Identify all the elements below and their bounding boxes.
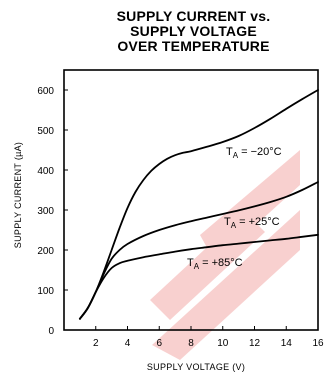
y-tick-label: 100 (37, 286, 54, 297)
x-tick-label: 6 (156, 338, 162, 349)
series-label-minus20c: TA = −20°C (226, 146, 282, 160)
series-label-plus25c: TA = +25°C (224, 216, 280, 230)
y-tick-label: 300 (37, 206, 54, 217)
watermark-stripe (152, 210, 300, 360)
chart-title-line-1: SUPPLY CURRENT vs. (116, 8, 271, 24)
series-line-plus85c (78, 233, 319, 320)
x-tick-label: 14 (281, 338, 293, 349)
chart-title: SUPPLY CURRENT vs. SUPPLY VOLTAGE OVER T… (0, 9, 325, 54)
y-tick-label: 600 (37, 86, 54, 97)
series-label-plus85c: TA = +85°C (187, 257, 243, 271)
x-tick-label: 12 (249, 338, 261, 349)
x-tick-label: 16 (312, 338, 324, 349)
y-tick-label: 400 (37, 166, 54, 177)
x-tick-label: 8 (188, 338, 194, 349)
watermark-graphic (150, 150, 300, 360)
y-tick-label: 200 (37, 246, 54, 257)
watermark-stripe (200, 150, 300, 262)
chart-title-line-2: SUPPLY VOLTAGE (130, 23, 257, 39)
y-tick-label: 0 (48, 326, 54, 337)
x-tick-label: 10 (217, 338, 229, 349)
y-axis-label: SUPPLY CURRENT (µA) (13, 142, 23, 248)
x-tick-label: 4 (125, 338, 131, 349)
series-line-minus20c (78, 89, 319, 320)
chart-title-line-3: OVER TEMPERATURE (117, 38, 270, 54)
x-axis-label: SUPPLY VOLTAGE (V) (147, 362, 245, 372)
y-tick-label: 500 (37, 126, 54, 137)
watermark-stripe (150, 212, 265, 320)
x-tick-label: 2 (93, 338, 99, 349)
series-line-plus25c (78, 181, 319, 320)
